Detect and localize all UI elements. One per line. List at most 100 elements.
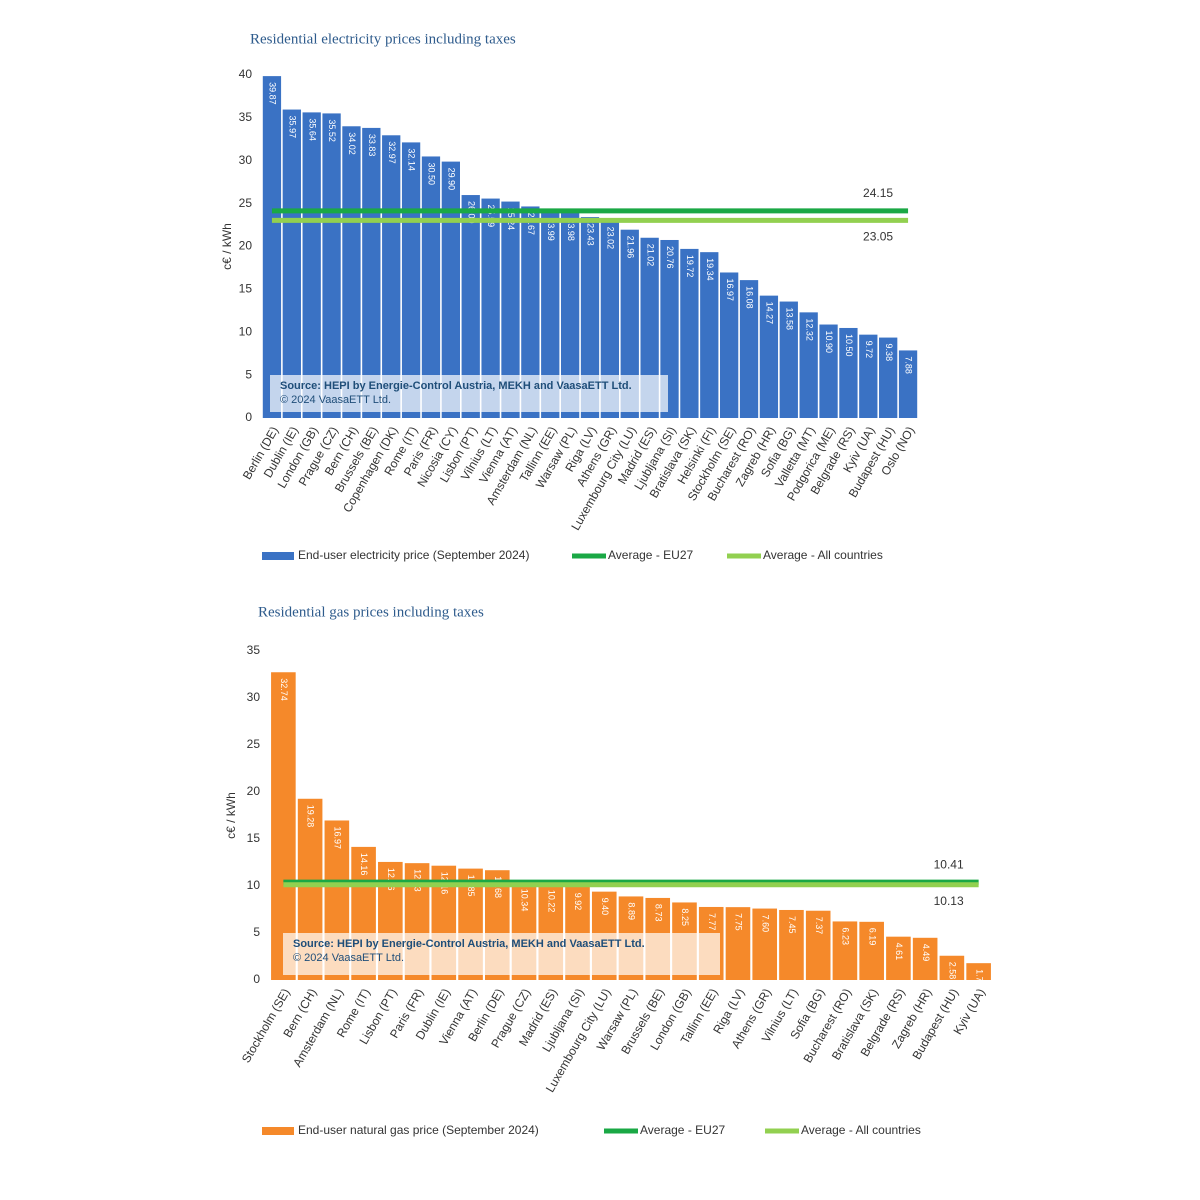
bar [660, 239, 679, 418]
value-label: 19.34 [705, 258, 715, 281]
value-label: 24.67 [526, 212, 536, 235]
bar [859, 921, 884, 980]
bar [805, 910, 831, 980]
value-label: 25.59 [486, 205, 496, 228]
value-label: 32.74 [279, 678, 289, 701]
value-label: 35.64 [307, 118, 317, 141]
bar [600, 220, 620, 418]
source-box [270, 375, 668, 412]
value-label: 10.50 [844, 334, 854, 357]
y-tick-label: 5 [253, 925, 260, 939]
value-label: 34.02 [347, 132, 357, 155]
bar [481, 198, 500, 418]
value-label: 12.56 [386, 868, 396, 891]
bar [939, 955, 965, 980]
bar [739, 280, 759, 418]
value-label: 32.14 [407, 148, 417, 171]
y-tick-label: 15 [239, 282, 253, 296]
value-label: 30.50 [427, 162, 437, 185]
y-tick-label: 20 [247, 784, 261, 798]
value-label: 7.75 [734, 913, 744, 931]
bar [362, 127, 381, 419]
value-label: 23.98 [566, 218, 576, 241]
bar [759, 295, 779, 418]
y-tick-label: 35 [247, 643, 261, 657]
legend-label: End-user electricity price (September 20… [298, 548, 529, 562]
value-label: 16.97 [332, 826, 342, 849]
bar [859, 334, 878, 418]
value-label: 8.89 [627, 902, 637, 920]
value-label: 19.72 [685, 255, 695, 278]
legend-label: Average - EU27 [608, 548, 693, 562]
value-label: 1.79 [974, 969, 984, 987]
bar [271, 672, 296, 980]
bar [640, 237, 659, 418]
value-label: 9.40 [600, 898, 610, 916]
bar [501, 201, 520, 418]
value-label: 10.34 [520, 889, 530, 912]
value-label: 35.97 [287, 116, 297, 139]
y-tick-label: 5 [245, 367, 252, 381]
bar [541, 212, 560, 418]
bar [302, 112, 321, 419]
legend-label: Average - EU27 [640, 1123, 725, 1137]
bar [441, 161, 460, 419]
y-tick-label: 25 [239, 196, 253, 210]
value-label: 14.16 [359, 853, 369, 876]
value-label: 20.76 [665, 246, 675, 269]
y-tick-label: 25 [247, 737, 261, 751]
bar [879, 337, 898, 418]
value-label: 6.19 [867, 928, 877, 946]
legend-swatch [262, 552, 294, 560]
value-label: 10.90 [824, 331, 834, 354]
y-axis-label: c€ / kWh [224, 792, 238, 839]
value-label: 4.49 [921, 944, 931, 962]
y-tick-label: 10 [247, 878, 261, 892]
y-tick-label: 10 [239, 324, 253, 338]
average-label: 24.15 [863, 186, 893, 200]
chart-title: Residential electricity prices including… [250, 31, 516, 47]
bar [832, 921, 858, 980]
value-label: 7.60 [760, 915, 770, 933]
value-label: 7.37 [814, 917, 824, 935]
bar [819, 324, 838, 418]
legend-label: Average - All countries [801, 1123, 921, 1137]
value-label: 23.02 [606, 227, 616, 250]
bar [680, 248, 699, 418]
value-label: 29.90 [446, 168, 456, 191]
y-tick-label: 30 [247, 690, 261, 704]
bar [725, 907, 751, 980]
legend-label: Average - All countries [763, 548, 883, 562]
average-label: 23.05 [863, 230, 893, 244]
bar [282, 109, 301, 418]
source-note: Source: HEPI by Energie-Control Austria,… [280, 380, 632, 392]
bar [700, 252, 719, 418]
value-label: 7.77 [707, 913, 717, 931]
bar [799, 312, 818, 418]
value-label: 6.23 [841, 927, 851, 945]
value-label: 19.28 [306, 805, 316, 828]
y-tick-label: 30 [239, 153, 253, 167]
value-label: 7.45 [787, 916, 797, 934]
chart-title: Residential gas prices including taxes [258, 604, 484, 620]
y-tick-label: 20 [239, 239, 253, 253]
average-label: 10.13 [934, 894, 964, 908]
value-label: 16.08 [745, 286, 755, 309]
value-label: 35.52 [327, 119, 337, 142]
bar [779, 301, 798, 418]
bar [720, 272, 739, 418]
legend-swatch [262, 1127, 294, 1135]
bar [966, 963, 991, 980]
bar [461, 195, 480, 418]
bar [912, 937, 938, 980]
y-tick-label: 15 [247, 831, 261, 845]
bar [560, 212, 580, 418]
bar [839, 327, 858, 418]
source-note: © 2024 VaasaETT Ltd. [293, 952, 404, 964]
y-tick-label: 0 [245, 410, 252, 424]
value-label: 10.22 [546, 890, 556, 913]
value-label: 32.97 [387, 141, 397, 164]
bar [580, 217, 600, 418]
value-label: 14.27 [765, 302, 775, 325]
